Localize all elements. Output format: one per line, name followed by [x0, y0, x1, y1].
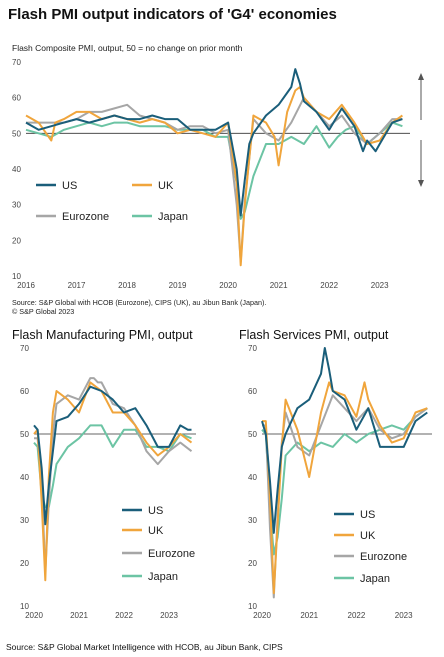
legend-label-japan: Japan	[158, 211, 188, 223]
y-tick-label: 30	[20, 516, 29, 525]
down-arrow-icon	[418, 180, 424, 187]
x-tick-label: 2019	[169, 281, 187, 290]
x-tick-label: 2022	[115, 611, 133, 620]
y-tick-label: 10	[248, 602, 257, 611]
series-line-uk	[33, 381, 193, 582]
y-tick-label: 40	[248, 473, 257, 482]
legend-label-japan: Japan	[360, 573, 390, 585]
x-tick-label: 2021	[70, 611, 88, 620]
series-line-us	[33, 385, 192, 526]
y-tick-label: 40	[20, 473, 29, 482]
legend-label-uk: UK	[360, 530, 376, 542]
series-line-eurozone	[262, 394, 428, 599]
x-tick-label: 2017	[68, 281, 86, 290]
x-tick-label: 2023	[395, 611, 413, 620]
x-tick-label: 2021	[300, 611, 318, 620]
services-title: Flash Services PMI, output	[239, 328, 389, 342]
y-tick-label: 70	[248, 344, 257, 353]
y-tick-label: 50	[20, 430, 29, 439]
series-line-uk	[25, 86, 403, 267]
series-line-uk	[262, 381, 428, 595]
legend-label-eurozone: Eurozone	[62, 211, 109, 223]
legend-label-japan: Japan	[148, 571, 178, 583]
x-tick-label: 2020	[25, 611, 43, 620]
y-tick-label: 70	[20, 344, 29, 353]
x-tick-label: 2018	[118, 281, 136, 290]
x-tick-label: 2016	[17, 281, 35, 290]
page-title: Flash PMI output indicators of 'G4' econ…	[8, 6, 337, 23]
composite-subtitle: Flash Composite PMI, output, 50 = no cha…	[12, 43, 243, 53]
x-tick-label: 2023	[160, 611, 178, 620]
legend-label-eurozone: Eurozone	[360, 551, 407, 563]
y-tick-label: 20	[12, 236, 21, 245]
x-tick-label: 2023	[371, 281, 389, 290]
y-tick-label: 40	[12, 165, 21, 174]
y-tick-label: 30	[248, 516, 257, 525]
y-tick-label: 60	[248, 387, 257, 396]
y-tick-label: 70	[12, 58, 21, 67]
footer-source: Source: S&P Global Market Intelligence w…	[6, 642, 283, 652]
y-tick-label: 50	[248, 430, 257, 439]
legend-label-uk: UK	[148, 525, 164, 537]
composite-copyright: © S&P Global 2023	[12, 307, 75, 316]
series-line-us	[261, 347, 428, 534]
y-tick-label: 30	[12, 201, 21, 210]
legend-label-us: US	[360, 509, 375, 521]
legend-label-us: US	[62, 180, 77, 192]
y-tick-label: 50	[12, 129, 21, 138]
x-tick-label: 2020	[219, 281, 237, 290]
y-tick-label: 60	[12, 94, 21, 103]
series-line-eurozone	[26, 96, 403, 263]
y-tick-label: 60	[20, 387, 29, 396]
series-line-us	[25, 68, 403, 217]
legend-label-uk: UK	[158, 180, 174, 192]
composite-pmi-chart: 10 20 30 40 50 60 70 2016 2017 2018 2019 2020 2021 20…	[12, 58, 424, 290]
x-tick-label: 2022	[320, 281, 338, 290]
legend-label-eurozone: Eurozone	[148, 548, 195, 560]
y-tick-label: 10	[12, 272, 21, 281]
y-tick-label: 20	[248, 559, 257, 568]
composite-source: Source: S&P Global with HCOB (Eurozone),…	[12, 298, 267, 307]
y-tick-label: 10	[20, 602, 29, 611]
x-tick-label: 2021	[270, 281, 288, 290]
legend-label-us: US	[148, 505, 163, 517]
x-tick-label: 2020	[253, 611, 271, 620]
up-arrow-icon	[418, 73, 424, 80]
series-line-japan	[261, 407, 428, 556]
manufacturing-title: Flash Manufacturing PMI, output	[12, 328, 193, 342]
y-tick-label: 20	[20, 559, 29, 568]
x-tick-label: 2022	[348, 611, 366, 620]
